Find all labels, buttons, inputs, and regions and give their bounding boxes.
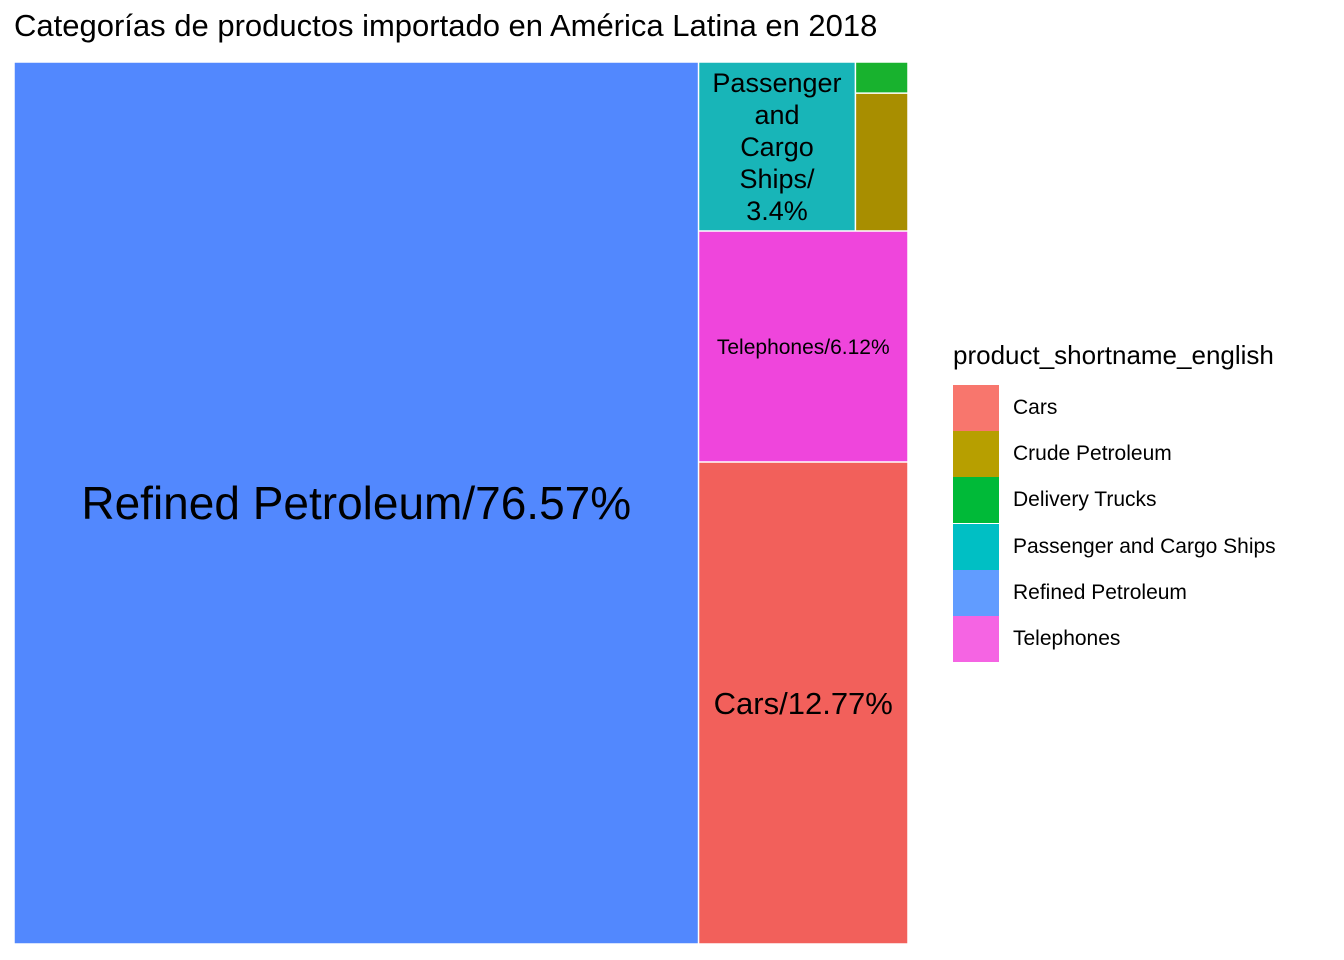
legend-key-refined-petroleum [953, 569, 999, 616]
legend-label: Cars [1013, 396, 1058, 420]
legend-item-telephones: Telephones [953, 616, 1276, 663]
tile-delivery-trucks [856, 62, 908, 93]
legend-label: Crude Petroleum [1013, 442, 1172, 466]
legend-item-crude-petroleum: Crude Petroleum [953, 431, 1276, 478]
tile-passenger-and-cargo-ships [699, 62, 855, 231]
legend-label: Delivery Trucks [1013, 488, 1157, 512]
tile-crude-petroleum [856, 93, 908, 231]
legend-label: Refined Petroleum [1013, 580, 1187, 604]
legend-item-passenger-and-cargo-ships: Passenger and Cargo Ships [953, 523, 1276, 570]
legend-items: Cars Crude Petroleum Delivery Trucks Passen… [953, 385, 1276, 663]
legend-item-refined-petroleum: Refined Petroleum [953, 569, 1276, 616]
tile-cars [699, 462, 908, 944]
legend-key-delivery-trucks [953, 477, 999, 524]
legend-label: Passenger and Cargo Ships [1013, 534, 1276, 558]
legend-key-cars [953, 385, 999, 432]
tile-refined-petroleum [14, 62, 698, 944]
tile-telephones [699, 231, 908, 462]
legend-key-crude-petroleum [953, 431, 999, 478]
legend-title: product_shortname_english [953, 340, 1274, 370]
tile-label-passenger-and-cargo-ships: Passenger and Cargo Ships/3.4% [712, 68, 841, 226]
legend-key-passenger-and-cargo-ships [953, 523, 999, 570]
legend-item-delivery-trucks: Delivery Trucks [953, 477, 1276, 524]
legend-label: Telephones [1013, 627, 1121, 651]
chart-title: Categorías de productos importado en Amé… [14, 8, 878, 43]
legend: product_shortname_english Cars Crude Petr… [953, 340, 1276, 663]
legend-item-cars: Cars [953, 385, 1276, 432]
tile-label-telephones: Telephones/6.12% [717, 336, 890, 359]
tile-label-cars: Cars/12.77% [714, 686, 893, 721]
tile-label-refined-petroleum: Refined Petroleum/76.57% [81, 477, 631, 529]
legend-key-telephones [953, 616, 999, 663]
